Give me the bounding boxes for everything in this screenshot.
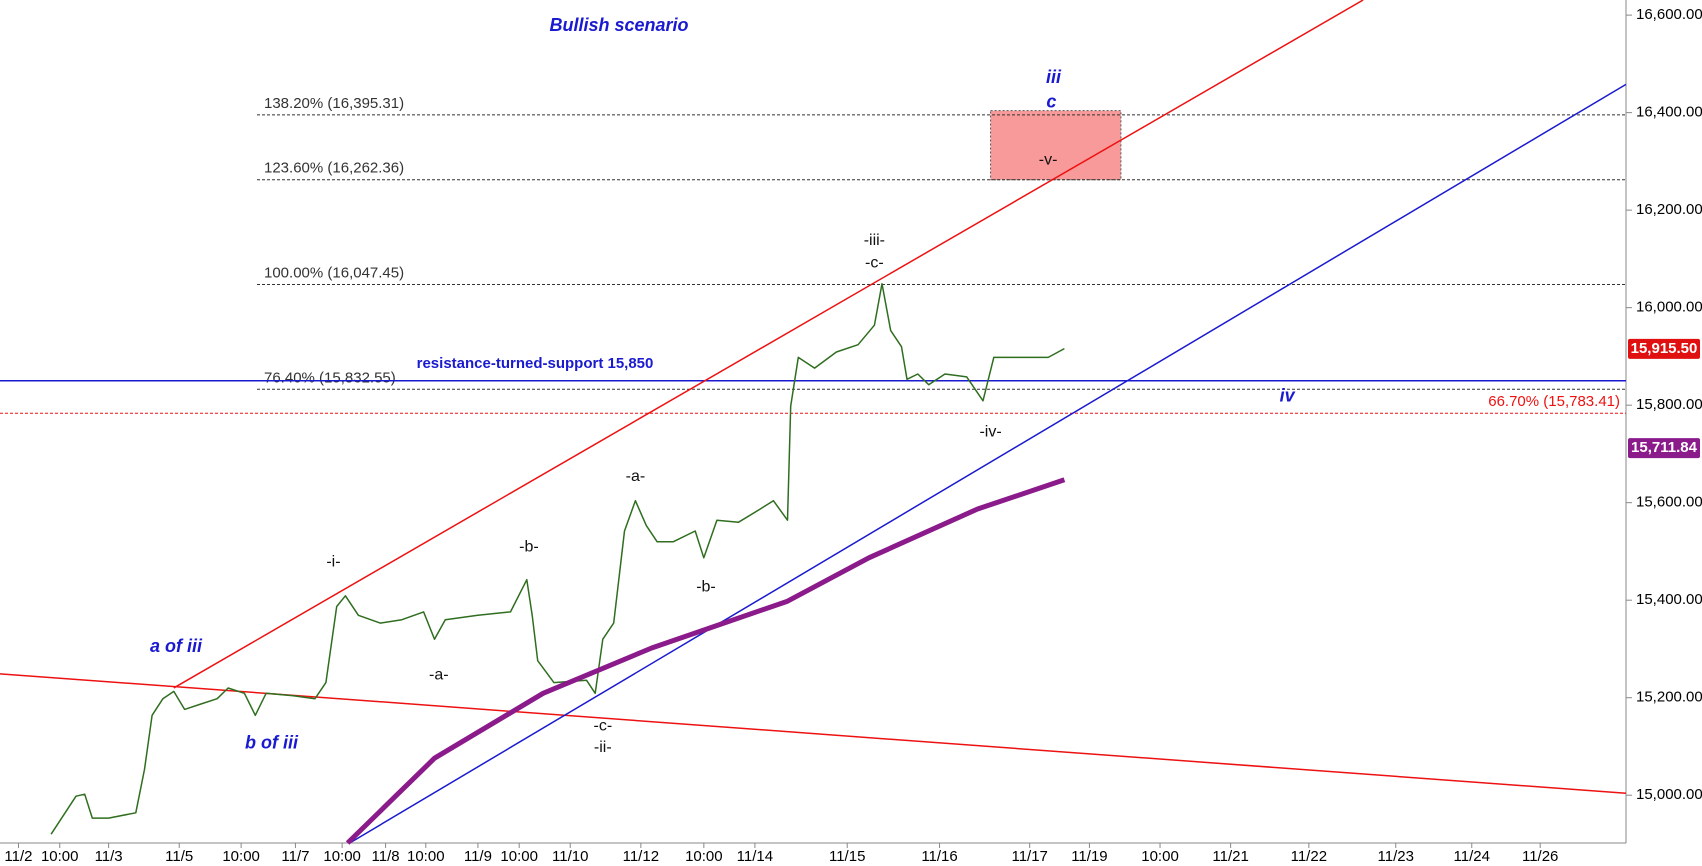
price-badge [1628, 338, 1700, 359]
series-line [345, 477, 1066, 845]
y-tick-label: 15,600.00 [1636, 494, 1702, 511]
fib-label: 123.60% (16,262.36) [264, 160, 404, 177]
y-tick-label: 16,200.00 [1636, 201, 1702, 218]
x-tick-label: 11/12 [623, 848, 659, 865]
x-tick-label: 11/7 [281, 848, 309, 865]
wave-label: iv [1280, 385, 1296, 405]
y-tick-label: 16,000.00 [1636, 299, 1702, 316]
x-tick-label: 10:00 [323, 848, 361, 865]
wave-label: -ii- [594, 739, 612, 756]
y-tick-label: 15,000.00 [1636, 786, 1702, 803]
y-tick-label: 15,200.00 [1636, 689, 1702, 706]
x-tick-label: 11/24 [1454, 848, 1490, 865]
series-line [50, 283, 1065, 835]
wave-label: -b- [696, 579, 716, 596]
wave-label: -b- [519, 539, 539, 556]
x-tick-label: 11/23 [1378, 848, 1414, 865]
x-tick-label: 11/14 [737, 848, 773, 865]
chart-title: Bullish scenario [549, 15, 688, 35]
x-tick-label: 11/5 [165, 848, 193, 865]
x-tick-label: 10:00 [685, 848, 723, 865]
wave-label: -iii- [864, 232, 885, 249]
wave-label: b of iii [245, 732, 299, 752]
y-tick-label: 16,400.00 [1636, 104, 1702, 121]
price-label: 15,711.84 [1631, 439, 1698, 456]
fib-label: 76.40% (15,832.55) [264, 369, 396, 386]
target-box [990, 110, 1122, 181]
fib-label: 66.70% (15,783.41) [1488, 393, 1620, 410]
x-tick-label: 10:00 [1141, 848, 1179, 865]
x-tick-label: 10:00 [41, 848, 79, 865]
x-tick-label: 11/21 [1212, 848, 1248, 865]
wave-label: a of iii [150, 636, 203, 656]
fib-label: 138.20% (16,395.31) [264, 95, 404, 112]
wave-label: -a- [626, 468, 646, 485]
wave-label: -iv- [979, 424, 1001, 441]
wave-label: -c- [865, 255, 884, 272]
fib-label: 100.00% (16,047.45) [264, 264, 404, 281]
wave-label: -c- [593, 717, 612, 734]
x-tick-label: 11/19 [1071, 848, 1107, 865]
price-badge [1628, 438, 1700, 459]
x-tick-label: 11/3 [95, 848, 123, 865]
y-tick-label: 15,800.00 [1636, 396, 1702, 413]
wave-label: c [1046, 92, 1056, 112]
wave-label: -i- [326, 554, 340, 571]
wave-label: iii [1046, 67, 1062, 87]
x-tick-label: 11/17 [1011, 848, 1047, 865]
y-tick-label: 16,600.00 [1636, 6, 1702, 23]
x-tick-label: 11/26 [1522, 848, 1558, 865]
trendline [173, 0, 1364, 689]
x-tick-label: 11/10 [552, 848, 588, 865]
trendline [349, 83, 1627, 844]
wave-label: -a- [429, 666, 449, 683]
support-label: resistance-turned-support 15,850 [417, 355, 654, 372]
x-tick-label: 11/15 [829, 848, 865, 865]
x-tick-label: 11/2 [4, 848, 32, 865]
wave-label: -v- [1039, 152, 1058, 169]
x-tick-label: 11/22 [1291, 848, 1327, 865]
x-tick-label: 11/9 [464, 848, 492, 865]
x-tick-label: 11/16 [921, 848, 957, 865]
x-tick-label: 10:00 [500, 848, 538, 865]
x-tick-label: 11/8 [372, 848, 400, 865]
x-tick-label: 10:00 [407, 848, 445, 865]
price-label: 15,915.50 [1631, 340, 1698, 357]
y-tick-label: 15,400.00 [1636, 591, 1702, 608]
x-tick-label: 10:00 [222, 848, 260, 865]
